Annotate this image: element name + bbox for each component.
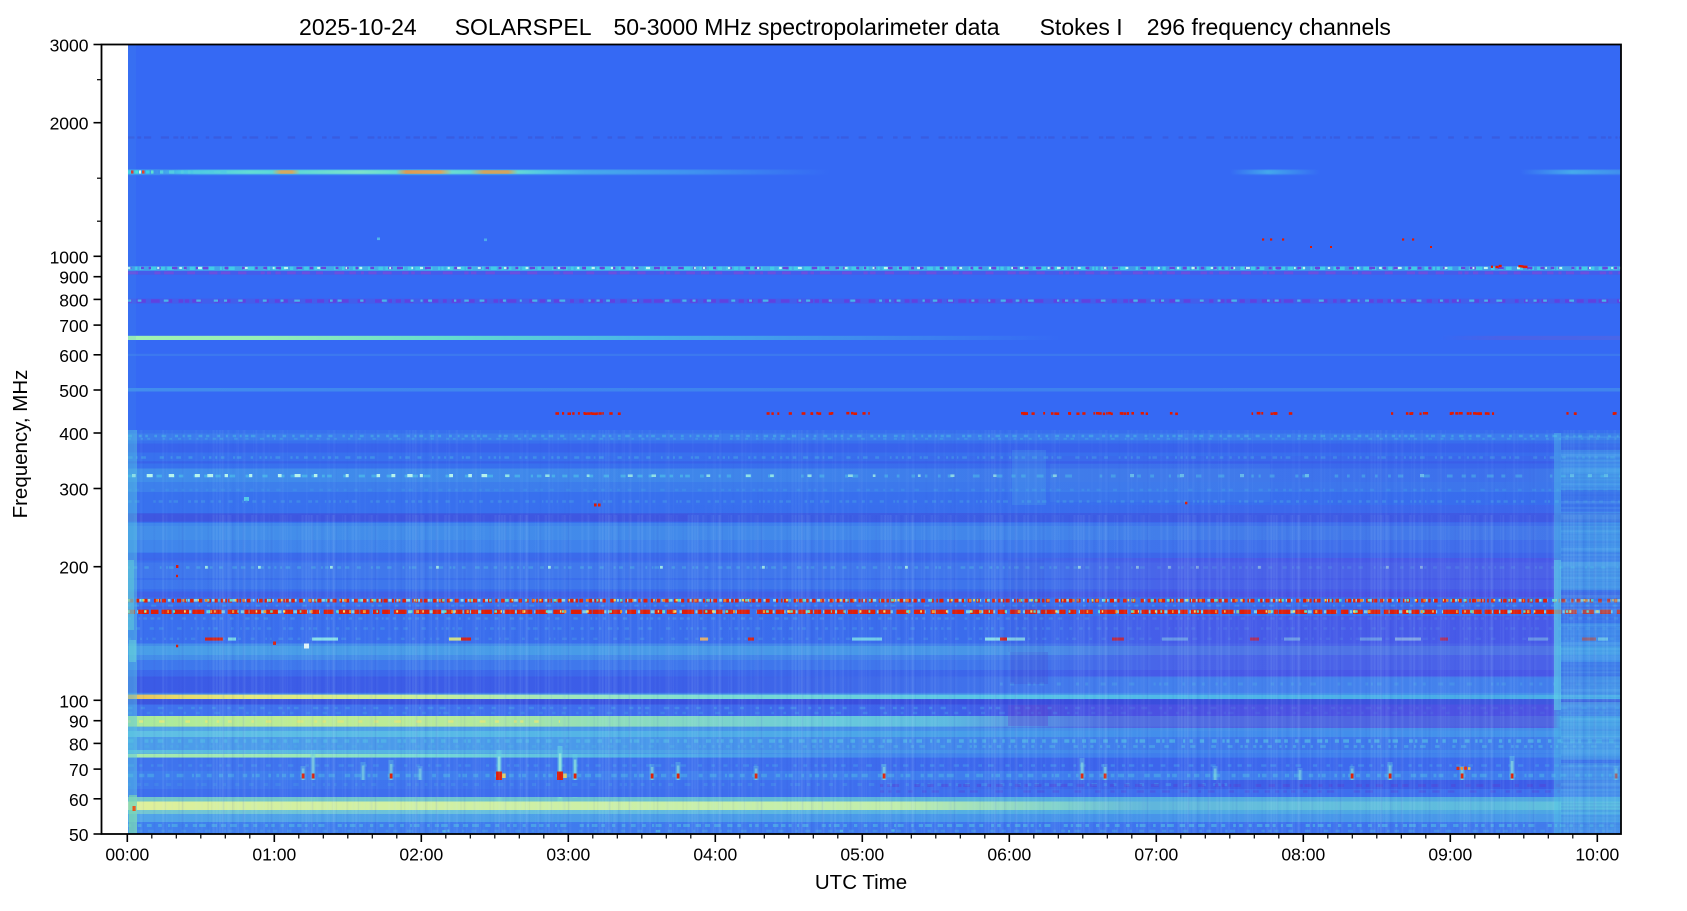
svg-text:600: 600 xyxy=(59,346,88,366)
svg-text:400: 400 xyxy=(59,424,88,444)
svg-text:900: 900 xyxy=(59,268,88,288)
svg-text:06:00: 06:00 xyxy=(987,845,1031,865)
svg-text:500: 500 xyxy=(59,381,88,401)
svg-text:90: 90 xyxy=(69,712,89,732)
svg-text:60: 60 xyxy=(69,790,89,810)
svg-text:08:00: 08:00 xyxy=(1281,845,1325,865)
svg-text:2000: 2000 xyxy=(50,114,89,134)
svg-text:Frequency, MHz: Frequency, MHz xyxy=(9,370,32,519)
svg-text:00:00: 00:00 xyxy=(105,845,149,865)
svg-text:1000: 1000 xyxy=(50,247,89,267)
svg-text:800: 800 xyxy=(59,290,88,310)
svg-text:50: 50 xyxy=(69,825,89,845)
svg-text:07:00: 07:00 xyxy=(1134,845,1178,865)
svg-text:05:00: 05:00 xyxy=(840,845,884,865)
svg-text:04:00: 04:00 xyxy=(693,845,737,865)
svg-text:10:00: 10:00 xyxy=(1575,845,1619,865)
svg-text:01:00: 01:00 xyxy=(252,845,296,865)
svg-text:UTC Time: UTC Time xyxy=(815,871,907,894)
svg-text:80: 80 xyxy=(69,734,89,754)
svg-text:70: 70 xyxy=(69,760,89,780)
svg-text:700: 700 xyxy=(59,316,88,336)
svg-text:02:00: 02:00 xyxy=(399,845,443,865)
svg-text:03:00: 03:00 xyxy=(546,845,590,865)
svg-text:200: 200 xyxy=(59,558,88,578)
svg-text:300: 300 xyxy=(59,480,88,500)
svg-text:3000: 3000 xyxy=(50,36,89,56)
svg-text:09:00: 09:00 xyxy=(1428,845,1472,865)
svg-text:100: 100 xyxy=(59,691,88,711)
